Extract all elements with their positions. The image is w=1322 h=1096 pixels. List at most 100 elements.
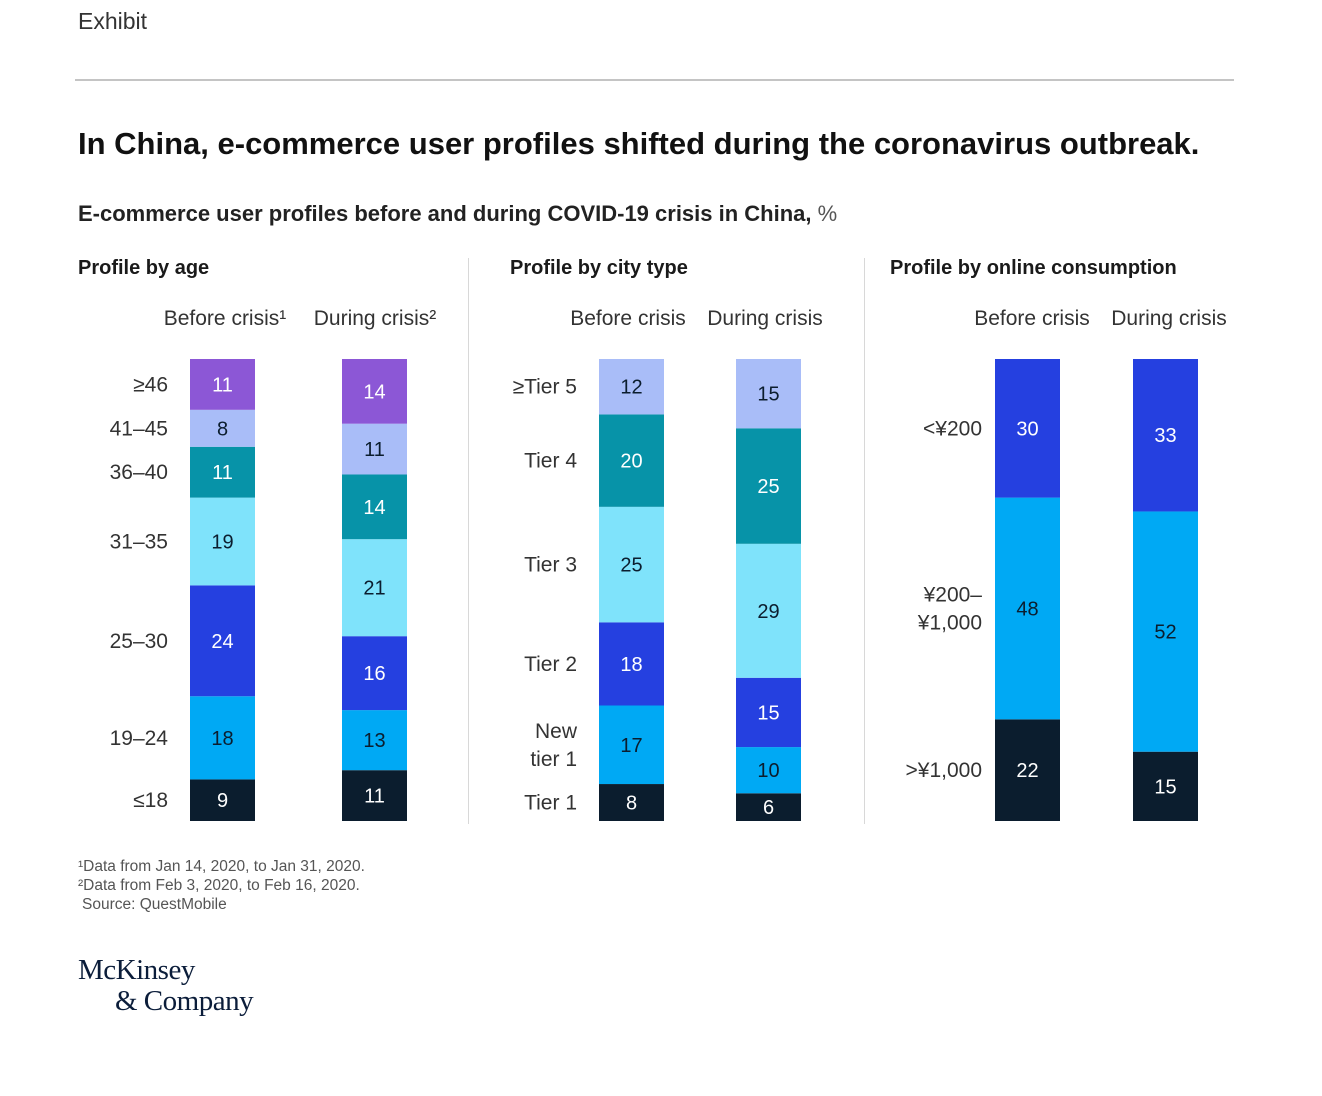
data-label: 12: [620, 377, 642, 399]
data-label: 20: [620, 451, 642, 473]
chart-subtitle: E-commerce user profiles before and duri…: [78, 201, 837, 227]
exhibit-label: Exhibit: [78, 8, 148, 34]
source-note: Source: QuestMobile: [82, 896, 227, 913]
bar-segment: [342, 359, 407, 424]
bar-segment: [995, 359, 1060, 498]
category-label: Before crisis¹: [164, 307, 287, 330]
data-label: 18: [211, 728, 233, 750]
series-label: >¥1,000: [906, 759, 983, 782]
data-label: 14: [363, 497, 385, 519]
category-label: Before crisis: [570, 307, 686, 330]
series-label: 19–24: [110, 727, 169, 750]
data-label: 52: [1154, 622, 1176, 644]
bar-segment: [190, 497, 255, 586]
panel-divider: [864, 258, 865, 824]
data-label: 15: [1154, 776, 1176, 798]
bar-segment: [599, 359, 664, 415]
bar-segment: [190, 446, 255, 498]
data-label: 18: [620, 654, 642, 676]
data-label: 25: [757, 476, 779, 498]
data-label: 22: [1016, 760, 1038, 782]
subtitle-unit: %: [817, 201, 838, 226]
category-label: Before crisis: [974, 307, 1090, 330]
data-label: 30: [1016, 418, 1038, 440]
data-label: 9: [217, 790, 228, 812]
series-label: ≥46: [133, 373, 168, 396]
series-label: ¥200– ¥1,000: [917, 583, 983, 634]
data-label: 21: [363, 578, 385, 600]
series-label: 41–45: [110, 417, 168, 440]
data-label: 24: [211, 631, 233, 653]
bar-segment: [599, 414, 664, 507]
series-label: Tier 2: [524, 653, 577, 676]
logo-line-1: McKinsey: [78, 954, 195, 986]
bar-segment: [342, 770, 407, 821]
data-label: 48: [1016, 598, 1038, 620]
series-label: 31–35: [110, 530, 168, 553]
bar-segment: [1133, 751, 1198, 821]
panel-title: Profile by online consumption: [890, 257, 1177, 279]
panel-title: Profile by city type: [510, 257, 688, 279]
bar-segment: [342, 636, 407, 711]
data-label: 8: [626, 793, 637, 815]
logo-line-2: & Company: [115, 985, 254, 1017]
bar-segment: [599, 705, 664, 785]
series-label: <¥200: [923, 417, 982, 440]
bar-segment: [190, 779, 255, 821]
bar-segment: [995, 497, 1060, 720]
footnote-2: ²Data from Feb 3, 2020, to Feb 16, 2020.: [78, 877, 360, 894]
data-label: 33: [1154, 425, 1176, 447]
data-label: 10: [757, 760, 779, 782]
data-label: 11: [364, 439, 385, 461]
bar-segment: [736, 428, 801, 544]
page-title: In China, e-commerce user profiles shift…: [78, 126, 1200, 161]
series-label: New tier 1: [530, 720, 578, 771]
category-label: During crisis: [707, 307, 823, 330]
data-label: 6: [763, 797, 774, 819]
bar-segment: [599, 622, 664, 706]
bar-segment: [995, 719, 1060, 821]
series-label: 25–30: [110, 630, 168, 653]
data-label: 29: [757, 601, 779, 623]
bar-segment: [342, 710, 407, 771]
data-label: 15: [757, 702, 779, 724]
data-label: 13: [363, 730, 385, 752]
bar-segment: [736, 747, 801, 794]
category-label: During crisis: [1111, 307, 1227, 330]
bar-segment: [1133, 359, 1198, 512]
bar-segment: [190, 409, 255, 447]
bar-segment: [190, 585, 255, 697]
data-label: 17: [620, 735, 642, 757]
data-label: 11: [212, 462, 233, 484]
data-label: 15: [757, 384, 779, 406]
bar-segment: [342, 539, 407, 637]
subtitle-text: E-commerce user profiles before and duri…: [78, 201, 812, 226]
data-label: 11: [212, 374, 233, 396]
bar-segment: [736, 543, 801, 678]
series-label: Tier 4: [524, 450, 577, 473]
bar-segment: [190, 359, 255, 410]
bar-segment: [736, 359, 801, 429]
panel-title: Profile by age: [78, 257, 209, 279]
header-divider: [75, 79, 1234, 81]
series-label: 36–40: [110, 461, 168, 484]
bar-segment: [190, 696, 255, 780]
data-label: 16: [363, 663, 385, 685]
footnotes: ¹Data from Jan 14, 2020, to Jan 31, 2020…: [78, 857, 365, 914]
bar-segment: [599, 784, 664, 821]
bar-segment: [342, 474, 407, 540]
panel-divider: [468, 258, 469, 824]
bar-segment: [736, 677, 801, 748]
data-label: 11: [364, 786, 385, 808]
series-label: Tier 3: [524, 554, 577, 577]
data-label: 8: [217, 418, 228, 440]
series-label: Tier 1: [524, 792, 577, 815]
series-label: ≤18: [133, 789, 168, 812]
bar-segment: [1133, 511, 1198, 752]
category-label: During crisis²: [314, 307, 437, 330]
data-label: 25: [620, 555, 642, 577]
bar-segment: [342, 423, 407, 475]
data-label: 14: [363, 381, 385, 403]
mckinsey-logo: McKinsey & Company: [78, 954, 254, 1017]
